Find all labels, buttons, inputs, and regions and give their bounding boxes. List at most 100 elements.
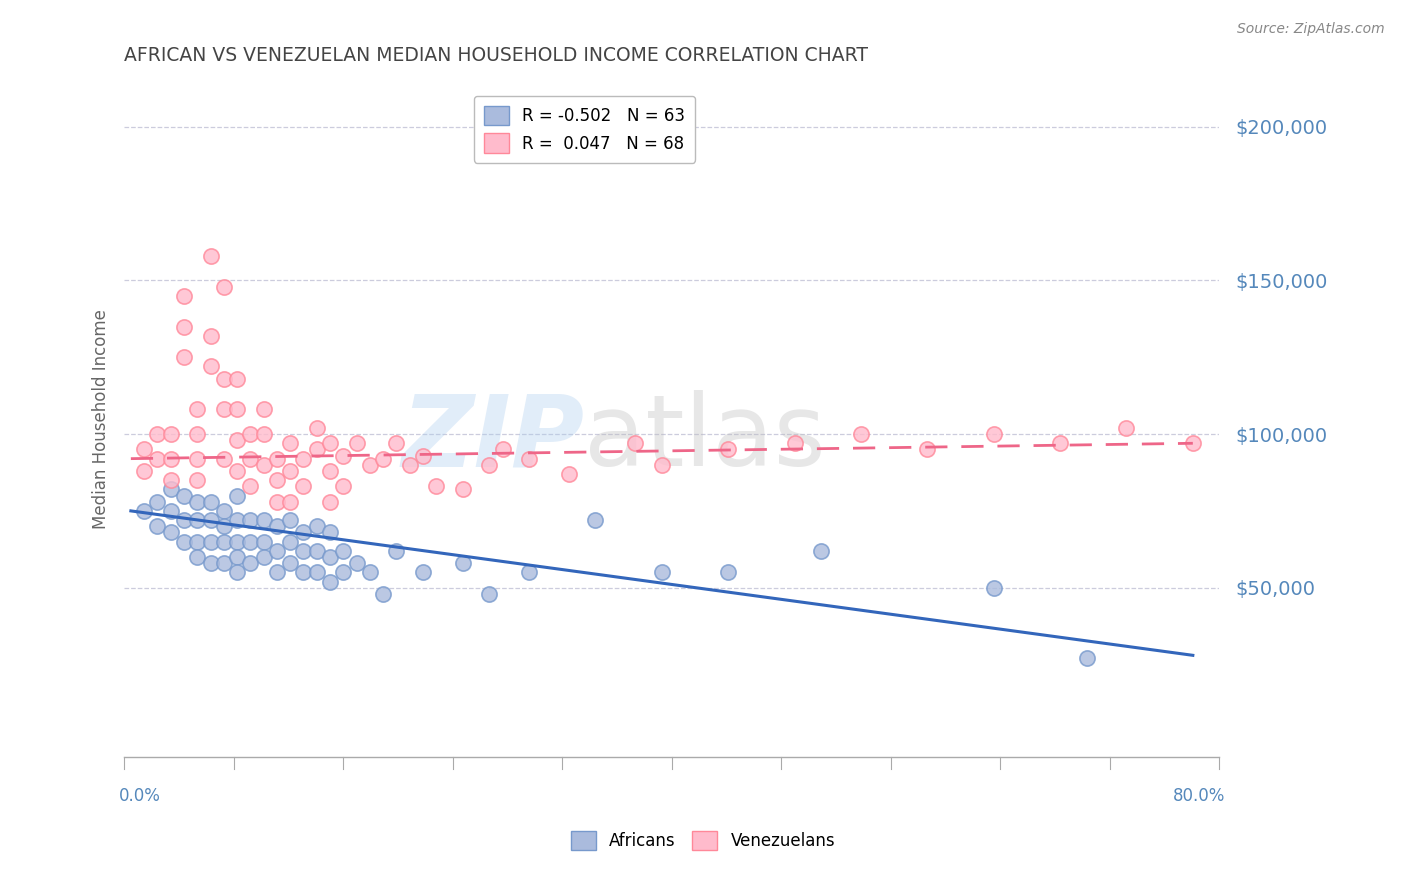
Point bbox=[319, 494, 342, 508]
Point bbox=[252, 427, 274, 442]
Point bbox=[517, 451, 540, 466]
Point bbox=[1181, 436, 1204, 450]
Point bbox=[239, 479, 262, 493]
Point bbox=[226, 534, 249, 549]
Point bbox=[226, 566, 249, 580]
Point bbox=[332, 479, 354, 493]
Y-axis label: Median Household Income: Median Household Income bbox=[93, 309, 110, 529]
Point bbox=[266, 473, 288, 487]
Point bbox=[412, 566, 434, 580]
Point bbox=[200, 359, 222, 374]
Point bbox=[451, 556, 474, 570]
Point bbox=[173, 513, 195, 527]
Point bbox=[212, 402, 235, 417]
Point bbox=[412, 449, 434, 463]
Point bbox=[212, 451, 235, 466]
Point bbox=[983, 581, 1005, 595]
Point bbox=[159, 427, 181, 442]
Point bbox=[226, 464, 249, 478]
Point bbox=[239, 534, 262, 549]
Text: 80.0%: 80.0% bbox=[1173, 787, 1225, 805]
Point bbox=[212, 556, 235, 570]
Point bbox=[186, 473, 208, 487]
Point bbox=[319, 464, 342, 478]
Point bbox=[200, 513, 222, 527]
Point bbox=[146, 451, 169, 466]
Point bbox=[134, 504, 156, 518]
Point bbox=[451, 483, 474, 497]
Point bbox=[717, 566, 740, 580]
Point bbox=[292, 525, 315, 540]
Text: atlas: atlas bbox=[583, 391, 825, 488]
Point bbox=[173, 489, 195, 503]
Point bbox=[134, 442, 156, 457]
Point bbox=[332, 449, 354, 463]
Point bbox=[305, 442, 328, 457]
Point bbox=[173, 350, 195, 364]
Point bbox=[319, 525, 342, 540]
Point bbox=[226, 489, 249, 503]
Point bbox=[371, 587, 394, 601]
Point bbox=[558, 467, 581, 481]
Point bbox=[278, 494, 301, 508]
Point bbox=[186, 494, 208, 508]
Point bbox=[917, 442, 939, 457]
Point bbox=[651, 458, 673, 472]
Point bbox=[252, 534, 274, 549]
Point bbox=[319, 436, 342, 450]
Point bbox=[278, 556, 301, 570]
Point bbox=[425, 479, 447, 493]
Point bbox=[173, 534, 195, 549]
Point bbox=[226, 372, 249, 386]
Point bbox=[266, 566, 288, 580]
Point bbox=[200, 328, 222, 343]
Point bbox=[159, 473, 181, 487]
Point bbox=[200, 249, 222, 263]
Point bbox=[212, 504, 235, 518]
Point bbox=[983, 427, 1005, 442]
Point bbox=[717, 442, 740, 457]
Point bbox=[212, 534, 235, 549]
Point bbox=[239, 513, 262, 527]
Point bbox=[398, 458, 420, 472]
Point bbox=[278, 436, 301, 450]
Point bbox=[371, 451, 394, 466]
Point bbox=[186, 451, 208, 466]
Point bbox=[186, 513, 208, 527]
Point bbox=[359, 566, 381, 580]
Legend: Africans, Venezuelans: Africans, Venezuelans bbox=[564, 824, 842, 857]
Point bbox=[849, 427, 872, 442]
Point bbox=[346, 436, 368, 450]
Point bbox=[319, 574, 342, 589]
Text: ZIP: ZIP bbox=[401, 391, 583, 488]
Point bbox=[200, 556, 222, 570]
Point bbox=[624, 436, 647, 450]
Point bbox=[134, 464, 156, 478]
Point bbox=[159, 483, 181, 497]
Point bbox=[212, 279, 235, 293]
Point bbox=[252, 402, 274, 417]
Point bbox=[385, 436, 408, 450]
Point bbox=[305, 519, 328, 533]
Point bbox=[239, 451, 262, 466]
Point bbox=[292, 479, 315, 493]
Point bbox=[278, 464, 301, 478]
Point bbox=[252, 458, 274, 472]
Point bbox=[252, 549, 274, 564]
Legend: R = -0.502   N = 63, R =  0.047   N = 68: R = -0.502 N = 63, R = 0.047 N = 68 bbox=[474, 95, 695, 162]
Point bbox=[226, 402, 249, 417]
Point bbox=[292, 544, 315, 558]
Point bbox=[305, 421, 328, 435]
Point bbox=[332, 566, 354, 580]
Point bbox=[239, 427, 262, 442]
Point bbox=[159, 451, 181, 466]
Point bbox=[478, 587, 501, 601]
Point bbox=[491, 442, 513, 457]
Text: 0.0%: 0.0% bbox=[118, 787, 160, 805]
Point bbox=[305, 544, 328, 558]
Point bbox=[173, 319, 195, 334]
Point bbox=[146, 427, 169, 442]
Point bbox=[346, 556, 368, 570]
Point bbox=[200, 534, 222, 549]
Text: AFRICAN VS VENEZUELAN MEDIAN HOUSEHOLD INCOME CORRELATION CHART: AFRICAN VS VENEZUELAN MEDIAN HOUSEHOLD I… bbox=[124, 46, 869, 65]
